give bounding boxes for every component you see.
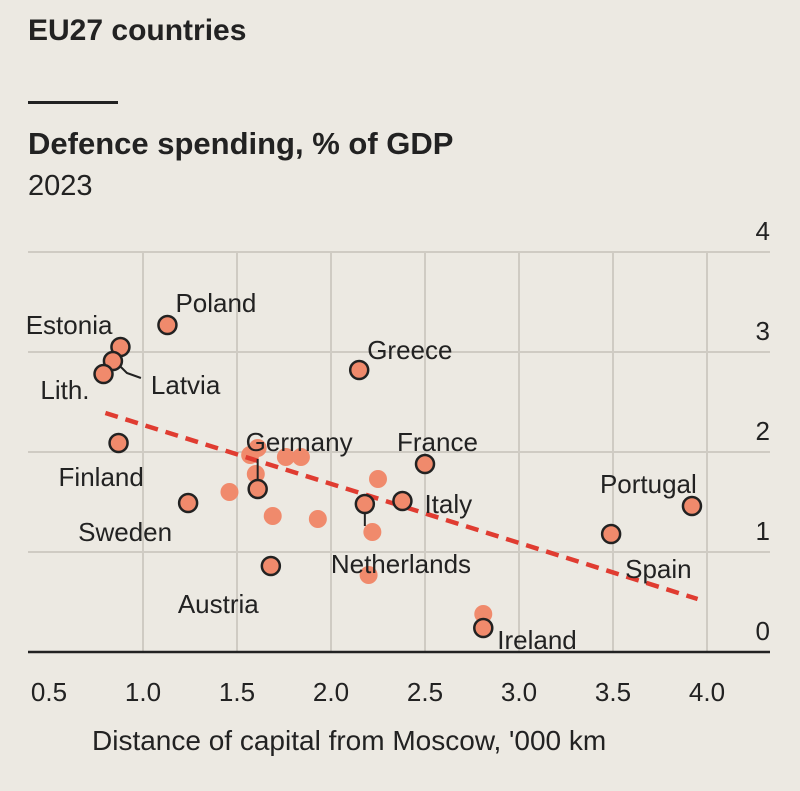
data-point — [369, 470, 387, 488]
page-title: EU27 countries — [28, 14, 247, 47]
y-tick-label: 1 — [756, 516, 770, 546]
point-label: Poland — [175, 288, 256, 318]
point-label: Lith. — [40, 375, 89, 405]
data-point — [474, 605, 493, 623]
title-divider — [28, 101, 118, 104]
data-point-labelled — [681, 495, 703, 517]
x-tick-label: 0.5 — [31, 677, 67, 707]
point-label: Portugal — [600, 469, 697, 499]
x-tick-label: 1.0 — [125, 677, 161, 707]
data-point — [276, 448, 295, 466]
data-point-labelled — [473, 617, 494, 639]
data-point — [220, 483, 239, 501]
data-point — [291, 448, 310, 466]
x-tick-label: 2.5 — [407, 677, 443, 707]
y-tick-label: 4 — [756, 216, 770, 246]
x-tick-label: 3.5 — [595, 677, 631, 707]
y-tick-label: 3 — [756, 316, 770, 346]
x-axis-label: Distance of capital from Moscow, '000 km — [92, 725, 607, 756]
point-label: Finland — [59, 462, 144, 492]
chart-subtitle: 2023 — [28, 170, 93, 202]
data-point-labelled — [157, 314, 178, 336]
data-point-labelled — [247, 478, 268, 500]
x-tick-label: 2.0 — [313, 677, 349, 707]
data-point-labelled — [177, 492, 199, 514]
point-label: Sweden — [78, 517, 172, 547]
data-point — [363, 523, 382, 541]
data-point-labelled — [414, 453, 436, 475]
data-point — [263, 507, 282, 525]
point-label: Spain — [625, 554, 692, 584]
data-point — [359, 566, 378, 584]
data-point-labelled — [354, 493, 376, 515]
data-point — [308, 510, 327, 528]
data-point — [246, 465, 265, 483]
point-label: Latvia — [151, 370, 221, 400]
x-tick-label: 4.0 — [689, 677, 725, 707]
point-label: France — [397, 427, 478, 457]
data-point-labelled — [108, 432, 129, 454]
x-tick-label: 3.0 — [501, 677, 537, 707]
data-point-labelled — [392, 490, 413, 512]
point-label: Greece — [367, 335, 452, 365]
point-label: Italy — [424, 489, 472, 519]
point-label: Ireland — [497, 625, 577, 655]
data-point-labelled — [260, 555, 282, 577]
data-point-labelled — [600, 523, 622, 545]
point-label: Austria — [178, 589, 259, 619]
y-tick-label: 0 — [756, 616, 770, 646]
data-point-labelled — [93, 363, 114, 385]
chart-title: Defence spending, % of GDP — [28, 126, 454, 161]
point-label: Estonia — [26, 310, 113, 340]
point-label: Germany — [246, 427, 353, 457]
point-label: Netherlands — [331, 549, 471, 579]
y-tick-label: 2 — [756, 416, 770, 446]
x-tick-label: 1.5 — [219, 677, 255, 707]
data-point-labelled — [348, 359, 370, 381]
